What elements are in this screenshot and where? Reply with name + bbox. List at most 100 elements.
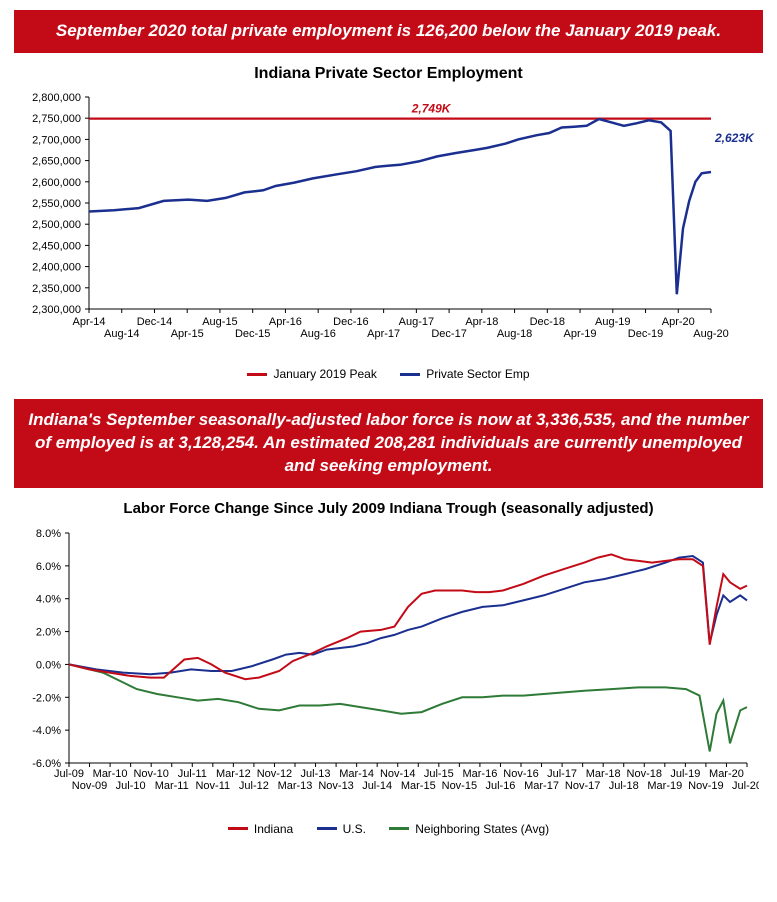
svg-text:Jul-14: Jul-14 [362,780,392,792]
svg-text:Mar-17: Mar-17 [524,780,559,792]
svg-text:Aug-19: Aug-19 [595,316,630,328]
svg-text:-2.0%: -2.0% [32,693,61,705]
legend-item-peak: January 2019 Peak [247,367,376,381]
svg-text:Nov-13: Nov-13 [318,780,353,792]
svg-text:Jul-16: Jul-16 [485,780,515,792]
svg-text:2.0%: 2.0% [35,627,60,639]
svg-text:Nov-19: Nov-19 [688,780,723,792]
legend-item-emp: Private Sector Emp [400,367,529,381]
svg-text:Jul-17: Jul-17 [547,768,577,780]
banner-labor-force: Indiana's September seasonally-adjusted … [14,399,763,488]
chart-block-private-employment: Indiana Private Sector Employment 2,300,… [14,65,763,382]
svg-text:6.0%: 6.0% [35,561,60,573]
svg-text:Nov-18: Nov-18 [626,768,661,780]
svg-text:Aug-15: Aug-15 [202,316,237,328]
svg-text:Apr-14: Apr-14 [72,316,105,328]
svg-text:2,650,000: 2,650,000 [32,156,81,168]
svg-text:Aug-18: Aug-18 [496,328,531,340]
svg-text:0.0%: 0.0% [35,660,60,672]
legend-label: Private Sector Emp [426,367,529,381]
svg-text:Apr-15: Apr-15 [170,328,203,340]
legend-item-neighbors: Neighboring States (Avg) [389,822,549,836]
svg-text:Nov-14: Nov-14 [379,768,414,780]
svg-text:Nov-15: Nov-15 [441,780,476,792]
svg-text:4.0%: 4.0% [35,594,60,606]
svg-text:2,550,000: 2,550,000 [32,198,81,210]
chart2-title: Labor Force Change Since July 2009 India… [14,500,763,517]
svg-text:Aug-17: Aug-17 [398,316,433,328]
chart2-svg: -6.0%-4.0%-2.0%0.0%2.0%4.0%6.0%8.0%Jul-0… [19,523,759,813]
svg-text:Nov-16: Nov-16 [503,768,538,780]
legend-label: Indiana [254,822,293,836]
svg-text:Dec-14: Dec-14 [136,316,171,328]
svg-text:Jul-15: Jul-15 [423,768,453,780]
svg-text:Apr-17: Apr-17 [367,328,400,340]
legend-swatch [317,827,337,830]
chart1-title: Indiana Private Sector Employment [14,65,763,83]
svg-text:2,700,000: 2,700,000 [32,134,81,146]
svg-text:Mar-15: Mar-15 [400,780,435,792]
legend-swatch [389,827,409,830]
svg-text:Aug-14: Aug-14 [103,328,138,340]
chart-block-labor-force: Labor Force Change Since July 2009 India… [14,500,763,836]
svg-text:2,400,000: 2,400,000 [32,262,81,274]
svg-text:Apr-20: Apr-20 [661,316,694,328]
svg-text:2,300,000: 2,300,000 [32,304,81,316]
svg-text:Nov-10: Nov-10 [133,768,168,780]
svg-text:2,800,000: 2,800,000 [32,92,81,104]
svg-text:Dec-17: Dec-17 [431,328,466,340]
svg-text:Apr-18: Apr-18 [465,316,498,328]
svg-text:Mar-14: Mar-14 [339,768,374,780]
svg-text:2,350,000: 2,350,000 [32,283,81,295]
banner-employment-gap: September 2020 total private employment … [14,10,763,53]
svg-text:2,749K: 2,749K [410,102,451,116]
svg-text:Jul-10: Jul-10 [115,780,145,792]
chart1-svg: 2,300,000 2,350,000 2,400,000 2,450,000 2,50… [19,89,759,359]
svg-text:Nov-09: Nov-09 [71,780,106,792]
svg-text:Mar-18: Mar-18 [585,768,620,780]
svg-text:Jul-13: Jul-13 [300,768,330,780]
svg-text:Dec-18: Dec-18 [529,316,564,328]
svg-text:Dec-15: Dec-15 [234,328,269,340]
svg-text:Jul-12: Jul-12 [238,780,268,792]
chart1-legend: January 2019 Peak Private Sector Emp [14,365,763,382]
svg-text:Dec-16: Dec-16 [333,316,368,328]
legend-swatch [228,827,248,830]
legend-label: U.S. [343,822,366,836]
svg-text:Nov-12: Nov-12 [256,768,291,780]
svg-text:Apr-16: Apr-16 [268,316,301,328]
svg-text:Jul-09: Jul-09 [54,768,84,780]
svg-text:2,750,000: 2,750,000 [32,113,81,125]
chart2-legend: Indiana U.S. Neighboring States (Avg) [14,819,763,836]
svg-text:2,623K: 2,623K [714,131,755,145]
svg-text:Mar-16: Mar-16 [462,768,497,780]
legend-swatch [247,373,267,376]
svg-text:Dec-19: Dec-19 [627,328,662,340]
svg-text:Aug-20: Aug-20 [693,328,728,340]
svg-text:2,600,000: 2,600,000 [32,177,81,189]
legend-label: January 2019 Peak [273,367,376,381]
svg-text:Nov-17: Nov-17 [564,780,599,792]
legend-item-indiana: Indiana [228,822,293,836]
svg-text:Jul-18: Jul-18 [608,780,638,792]
svg-text:Jul-19: Jul-19 [670,768,700,780]
svg-text:Apr-19: Apr-19 [563,328,596,340]
legend-label: Neighboring States (Avg) [415,822,549,836]
svg-text:Mar-19: Mar-19 [647,780,682,792]
svg-text:Mar-20: Mar-20 [709,768,744,780]
legend-swatch [400,373,420,376]
svg-text:Mar-13: Mar-13 [277,780,312,792]
svg-text:Jul-11: Jul-11 [177,768,206,780]
svg-text:Jul-20: Jul-20 [732,780,759,792]
svg-text:8.0%: 8.0% [35,528,60,540]
svg-text:Nov-11: Nov-11 [195,780,230,792]
svg-text:Mar-12: Mar-12 [215,768,250,780]
svg-text:2,450,000: 2,450,000 [32,240,81,252]
legend-item-us: U.S. [317,822,366,836]
svg-text:-4.0%: -4.0% [32,725,61,737]
svg-text:Aug-16: Aug-16 [300,328,335,340]
svg-text:2,500,000: 2,500,000 [32,219,81,231]
svg-text:Mar-10: Mar-10 [92,768,127,780]
svg-text:Mar-11: Mar-11 [154,780,188,792]
page-root: September 2020 total private employment … [0,0,777,864]
